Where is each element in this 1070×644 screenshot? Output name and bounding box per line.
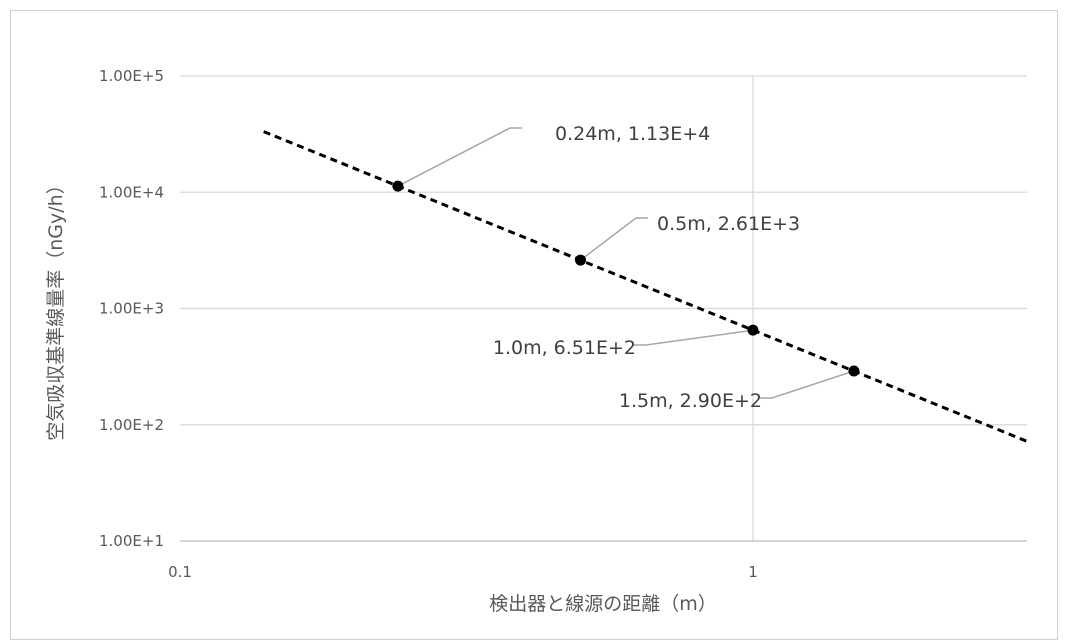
y-tick-label: 1.00E+1 (99, 532, 164, 550)
data-label: 1.5m, 2.90E+2 (619, 390, 762, 412)
x-tick-label: 0.1 (168, 563, 192, 581)
y-tick-label: 1.00E+3 (99, 300, 164, 318)
leader-line (634, 329, 754, 346)
leader-line (580, 217, 648, 261)
data-point (575, 254, 587, 266)
y-tick-label: 1.00E+5 (99, 67, 164, 85)
data-label: 0.5m, 2.61E+3 (657, 213, 800, 235)
data-point (392, 180, 404, 192)
data-point (747, 324, 759, 336)
x-tick-label: 1 (748, 563, 758, 581)
data-label: 1.0m, 6.51E+2 (493, 337, 636, 359)
data-label: 0.24m, 1.13E+4 (555, 123, 710, 145)
leader-line (760, 370, 855, 399)
y-tick-label: 1.00E+2 (99, 416, 164, 434)
gridlines (180, 75, 1027, 542)
leader-line (397, 127, 522, 187)
data-point (848, 365, 860, 377)
y-tick-labels: 1.00E+1 1.00E+2 1.00E+3 1.00E+4 1.00E+5 (99, 67, 164, 550)
y-tick-label: 1.00E+4 (99, 183, 164, 201)
data-points (392, 180, 860, 377)
x-axis-title: 検出器と線源の距離（m） (489, 593, 717, 615)
chart-frame (10, 10, 1058, 640)
label-leader-lines (397, 127, 855, 399)
data-labels: 0.24m, 1.13E+4 0.5m, 2.61E+3 1.0m, 6.51E+2… (493, 123, 800, 412)
y-axis-title: 空気吸収基準線量率（nGy/h） (45, 175, 67, 440)
x-tick-labels: 0.1 1 (168, 563, 758, 581)
trendline (263, 130, 1027, 443)
